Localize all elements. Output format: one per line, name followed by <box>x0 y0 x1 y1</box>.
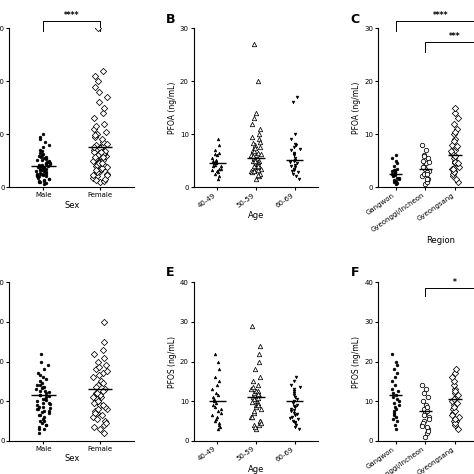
Y-axis label: PFOS (ng/mL): PFOS (ng/mL) <box>352 336 361 388</box>
Text: C: C <box>351 13 360 26</box>
Text: E: E <box>166 266 175 279</box>
X-axis label: Sex: Sex <box>64 201 80 210</box>
X-axis label: Age: Age <box>248 211 264 220</box>
X-axis label: Region: Region <box>426 236 455 245</box>
Y-axis label: PFOS (ng/mL): PFOS (ng/mL) <box>168 336 177 388</box>
Text: ****: **** <box>64 11 80 20</box>
Text: F: F <box>351 266 359 279</box>
Y-axis label: PFOA (ng/mL): PFOA (ng/mL) <box>352 82 361 134</box>
Y-axis label: PFOA (ng/mL): PFOA (ng/mL) <box>168 82 177 134</box>
Text: ****: **** <box>432 11 448 20</box>
X-axis label: Age: Age <box>248 465 264 474</box>
Text: *: * <box>453 278 457 287</box>
Text: ***: *** <box>449 32 461 41</box>
X-axis label: Sex: Sex <box>64 455 80 464</box>
Text: B: B <box>166 13 176 26</box>
